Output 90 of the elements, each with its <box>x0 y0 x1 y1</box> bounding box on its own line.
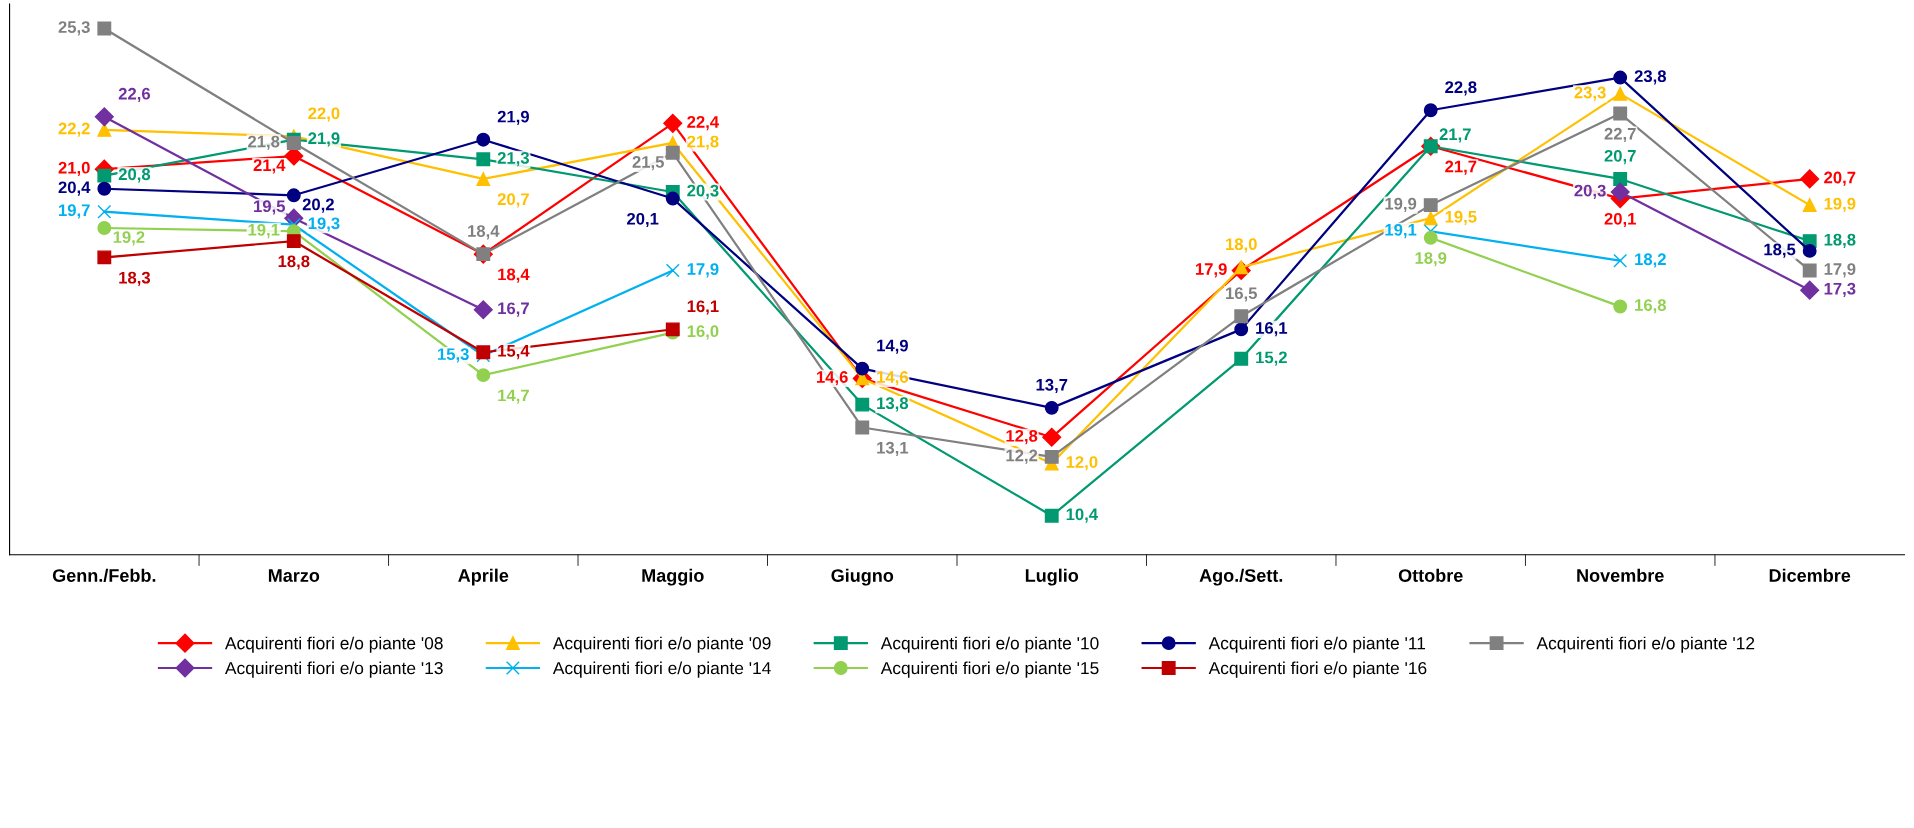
data-label: 19,7 <box>59 204 90 219</box>
x-tick-label: Ago./Sett. <box>1199 568 1283 586</box>
data-label: 19,9 <box>1385 197 1417 212</box>
data-label: 18,8 <box>1824 233 1856 248</box>
data-label: 22,0 <box>308 107 340 122</box>
x-tick-label: Novembre <box>1577 568 1664 582</box>
legend-label: Acquirenti fiori e/o piante '09 <box>552 636 771 653</box>
data-label: 14,9 <box>877 339 908 354</box>
data-label: 13,1 <box>877 441 909 457</box>
x-tick-label: Maggio <box>642 568 704 586</box>
data-label: 21,8 <box>248 135 280 150</box>
x-tick-label: Luglio <box>1025 568 1079 586</box>
data-label: 19,3 <box>308 217 340 232</box>
data-label: 20,4 <box>58 181 91 196</box>
legend-label: Acquirenti fiori e/o piante '11 <box>1208 636 1426 653</box>
data-label: 16,5 <box>1226 287 1257 302</box>
data-label: 18,2 <box>1635 253 1666 268</box>
data-label: 19,1 <box>248 223 280 239</box>
legend-label: Acquirenti fiori e/o piante '08 <box>224 636 443 653</box>
data-label: 21,0 <box>58 161 90 177</box>
data-label: 19,5 <box>254 200 285 215</box>
data-label: 12,8 <box>1006 429 1038 445</box>
legend-label: Acquirenti fiori e/o piante '15 <box>880 661 1099 678</box>
data-label: 18,3 <box>119 271 151 286</box>
data-label: 18,4 <box>468 225 500 240</box>
data-label: 13,7 <box>1036 378 1068 394</box>
data-label: 16,1 <box>687 300 719 315</box>
data-label: 22,4 <box>687 116 720 131</box>
data-label: 16,7 <box>498 302 529 317</box>
data-label: 15,2 <box>1256 351 1287 366</box>
data-label: 21,7 <box>1439 128 1471 143</box>
data-label: 20,3 <box>1574 184 1606 199</box>
data-label: 22,6 <box>118 87 151 103</box>
data-label: 14,6 <box>816 371 848 386</box>
data-label: 15,3 <box>438 348 469 363</box>
data-label: 21,5 <box>632 155 664 171</box>
data-label: 17,9 <box>1195 263 1227 278</box>
data-label: 10,4 <box>1066 508 1098 523</box>
data-label: 22,8 <box>1445 81 1477 96</box>
data-label: 20,7 <box>497 193 529 208</box>
data-label: 18,0 <box>1226 238 1257 253</box>
data-label: 12,0 <box>1066 456 1098 471</box>
data-label: 20,7 <box>1824 171 1856 186</box>
data-label: 16,1 <box>1256 322 1288 337</box>
data-label: 19,1 <box>1385 223 1417 239</box>
data-label: 19,9 <box>1824 197 1856 212</box>
data-label: 17,9 <box>1824 263 1856 278</box>
x-tick-label: Genn./Febb. <box>52 568 156 583</box>
data-label: 18,9 <box>1415 252 1447 267</box>
data-label: 20,1 <box>627 212 659 228</box>
data-label: 20,3 <box>687 184 719 199</box>
data-label: 13,8 <box>877 397 909 412</box>
data-label: 23,3 <box>1574 86 1606 101</box>
data-label: 21,4 <box>253 159 286 174</box>
x-tick-label: Marzo <box>268 569 320 582</box>
data-label: 21,8 <box>687 135 719 150</box>
data-label: 21,7 <box>1445 160 1477 175</box>
data-label: 22,2 <box>58 122 90 137</box>
data-label: 21,9 <box>308 132 340 147</box>
data-label: 18,8 <box>278 255 310 270</box>
data-label: 19,5 <box>1445 210 1477 226</box>
data-label: 21,3 <box>497 151 530 167</box>
legend-label: Acquirenti fiori e/o piante '10 <box>880 636 1099 653</box>
data-label: 20,8 <box>118 168 151 183</box>
legend-label: Acquirenti fiori e/o piante '12 <box>1536 636 1755 653</box>
x-tick-label: Giugno <box>831 568 894 586</box>
data-label: 20,7 <box>1604 149 1636 165</box>
data-label: 16,8 <box>1635 299 1667 314</box>
data-label: 19,2 <box>113 231 145 246</box>
data-label: 21,9 <box>497 110 529 125</box>
data-label: 17,9 <box>687 263 719 278</box>
data-label: 12,2 <box>1006 449 1038 464</box>
legend-label: Acquirenti fiori e/o piante '16 <box>1208 661 1427 678</box>
x-tick-label: Ottobre <box>1398 568 1463 582</box>
data-label: 14,6 <box>877 371 908 386</box>
x-tick-label: Dicembre <box>1769 568 1851 582</box>
data-label: 18,5 <box>1764 243 1796 258</box>
data-label: 17,3 <box>1824 282 1856 298</box>
data-label: 20,2 <box>302 198 334 213</box>
data-label: 18,4 <box>498 268 530 283</box>
data-label: 15,4 <box>498 345 530 360</box>
data-label: 23,8 <box>1634 70 1667 85</box>
data-label: 14,7 <box>498 389 529 404</box>
data-label: 16,0 <box>687 325 719 340</box>
legend-label: Acquirenti fiori e/o piante '14 <box>552 661 771 678</box>
x-tick-label: Aprile <box>458 568 509 586</box>
data-label: 20,1 <box>1604 212 1636 228</box>
data-label: 25,3 <box>58 21 90 36</box>
data-label: 22,7 <box>1604 127 1636 143</box>
legend-label: Acquirenti fiori e/o piante '13 <box>224 661 443 678</box>
